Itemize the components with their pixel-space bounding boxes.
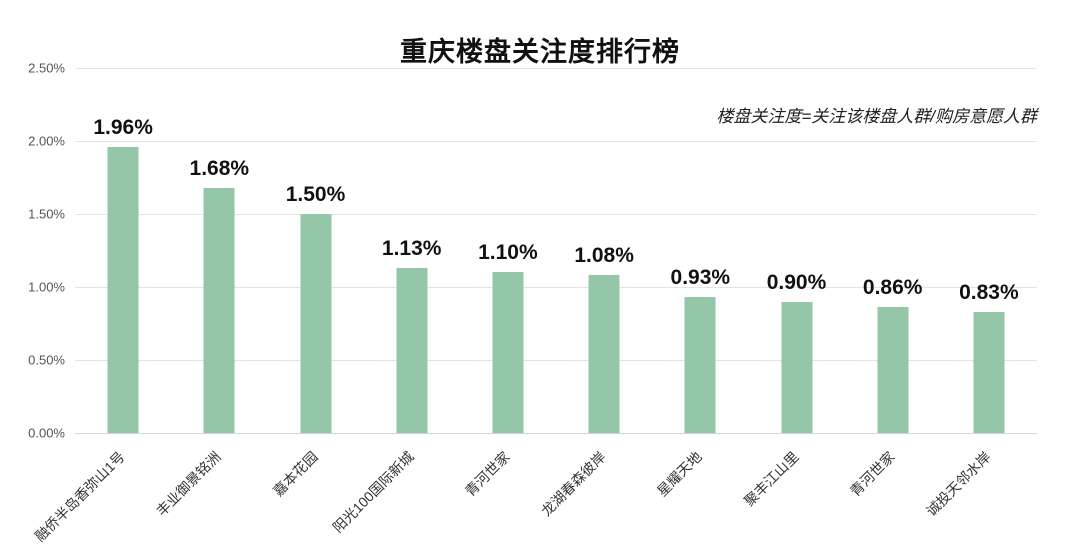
- bar: [203, 187, 235, 433]
- bar: [107, 146, 139, 433]
- bar-value-label: 0.90%: [766, 270, 827, 294]
- gridline: [75, 287, 1037, 288]
- bar-value-label: 1.50%: [285, 183, 346, 206]
- bar-value-label: 1.96%: [93, 115, 153, 139]
- y-axis-tick-label: 2.50%: [28, 60, 65, 76]
- bar-value-label: 1.08%: [574, 244, 634, 268]
- bar: [300, 214, 331, 433]
- bar-value-label: 0.83%: [959, 280, 1019, 304]
- gridline: [75, 141, 1037, 142]
- bar: [684, 297, 716, 433]
- bar-value-label: 1.13%: [381, 237, 442, 261]
- plot-area: 2.50% 2.00% 1.50% 1.00% 0.50% 0.00% 1.96% 融侨半岛香…: [28, 61, 1037, 544]
- gridline: [75, 214, 1037, 215]
- y-axis-tick-label: 1.00%: [28, 279, 65, 295]
- y-axis-tick-label: 0.50%: [28, 352, 65, 368]
- bar: [588, 275, 620, 433]
- bar: [781, 301, 812, 433]
- bar-value-label: 0.93%: [670, 266, 731, 290]
- bar-value-label: 1.68%: [189, 156, 250, 180]
- gridline: [75, 433, 1037, 434]
- y-axis-tick-label: 2.00%: [28, 133, 65, 149]
- bar-value-label: 1.10%: [478, 241, 538, 265]
- chart-title: 重庆楼盘关注度排行榜: [400, 37, 680, 67]
- bar: [973, 311, 1005, 433]
- y-axis-tick-label: 0.00%: [28, 425, 65, 441]
- gridline: [75, 360, 1037, 361]
- y-axis-tick-label: 1.50%: [28, 206, 65, 222]
- x-axis-category-label: 融侨半岛香弥山1号: [31, 448, 128, 545]
- bar: [396, 268, 428, 433]
- bar: [877, 307, 909, 433]
- gridline: [75, 68, 1037, 69]
- bar-value-label: 0.86%: [862, 276, 923, 300]
- formula-annotation: 楼盘关注度=关注该楼盘人群/购房意愿人群: [716, 107, 1037, 126]
- bar: [492, 272, 524, 433]
